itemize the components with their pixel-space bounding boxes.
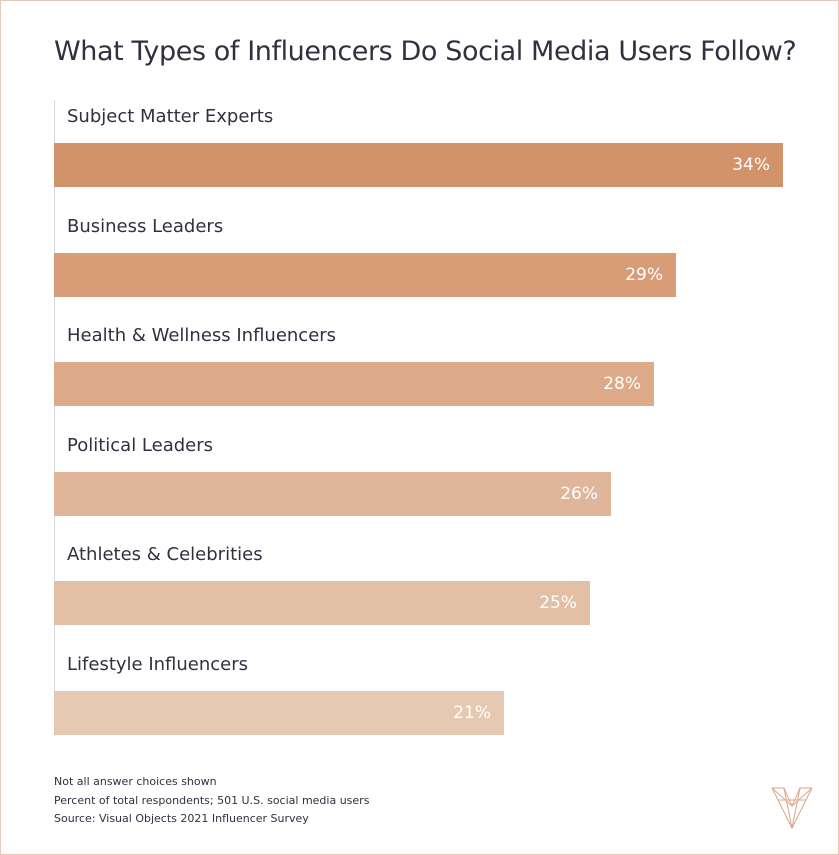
bar-health-and-wellness-influencers <box>54 362 654 406</box>
bar-business-leaders <box>54 253 676 297</box>
category-label-athletes-and-celebrities: Athletes & Celebrities <box>67 544 263 565</box>
chart-title: What Types of Influencers Do Social Medi… <box>54 36 797 67</box>
category-label-business-leaders: Business Leaders <box>67 216 224 237</box>
bar-political-leaders <box>54 472 611 516</box>
footnote-source: Source: Visual Objects 2021 Influencer S… <box>54 812 309 825</box>
footnote-respondents: Percent of total respondents; 501 U.S. s… <box>54 794 370 807</box>
visual-objects-logo-icon <box>771 787 813 830</box>
value-label-business-leaders: 29% <box>625 265 663 285</box>
value-label-lifestyle-influencers: 21% <box>453 703 491 723</box>
bar-athletes-and-celebrities <box>54 581 590 625</box>
category-label-subject-matter-experts: Subject Matter Experts <box>67 106 274 127</box>
category-label-lifestyle-influencers: Lifestyle Influencers <box>67 654 249 675</box>
value-label-political-leaders: 26% <box>560 484 598 504</box>
value-label-health-and-wellness-influencers: 28% <box>603 374 641 394</box>
bar-subject-matter-experts <box>54 143 783 187</box>
category-label-health-and-wellness-influencers: Health & Wellness Influencers <box>67 325 337 346</box>
bar-lifestyle-influencers <box>54 691 504 735</box>
value-label-athletes-and-celebrities: 25% <box>539 593 577 613</box>
category-label-political-leaders: Political Leaders <box>67 435 214 456</box>
footnote-answers: Not all answer choices shown <box>54 775 217 788</box>
value-label-subject-matter-experts: 34% <box>732 155 770 175</box>
y-axis-line <box>54 100 55 736</box>
